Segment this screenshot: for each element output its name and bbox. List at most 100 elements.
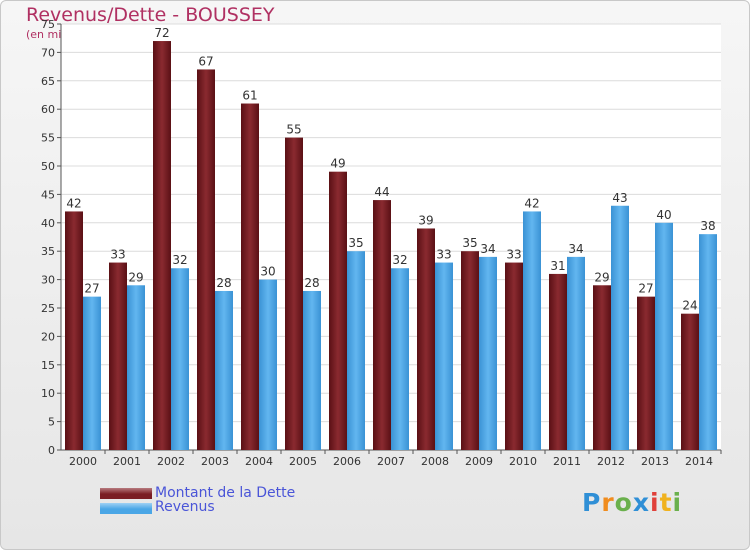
data-label-revenus: 33: [436, 248, 451, 262]
y-tick-label: 10: [41, 387, 55, 400]
bars: [65, 41, 717, 451]
y-tick-label: 15: [41, 359, 55, 372]
data-label-dette: 72: [154, 26, 169, 40]
data-label-revenus: 38: [700, 219, 715, 233]
data-label-dette: 29: [594, 270, 609, 284]
bar-dette: [549, 273, 567, 450]
logo-letter: i: [672, 488, 683, 517]
data-label-dette: 24: [682, 299, 697, 313]
data-label-dette: 61: [242, 89, 257, 103]
y-tick-label: 30: [41, 274, 55, 287]
data-label-revenus: 43: [612, 191, 627, 205]
x-tick-label: 2010: [509, 455, 537, 468]
data-label-dette: 44: [374, 185, 389, 199]
x-tick-label: 2002: [157, 455, 185, 468]
x-tick-label: 2005: [289, 455, 317, 468]
bar-dette: [637, 296, 655, 450]
bar-dette: [197, 69, 215, 450]
bar-revenus: [83, 296, 101, 450]
data-label-revenus: 32: [172, 253, 187, 267]
data-label-revenus: 34: [568, 242, 583, 256]
data-label-revenus: 35: [348, 236, 363, 250]
bar-revenus: [611, 205, 629, 450]
y-tick-label: 45: [41, 188, 55, 201]
bar-revenus: [259, 279, 277, 450]
logo-letter: r: [601, 488, 615, 517]
x-tick-label: 2003: [201, 455, 229, 468]
data-label-revenus: 42: [524, 196, 539, 210]
legend-swatch-revenus: [100, 503, 152, 514]
x-tick-label: 2007: [377, 455, 405, 468]
logo-letter: i: [650, 488, 660, 517]
data-label-revenus: 40: [656, 208, 671, 222]
data-label-dette: 55: [286, 123, 301, 137]
data-label-revenus: 29: [128, 270, 143, 284]
x-tick-label: 2009: [465, 455, 493, 468]
x-tick-label: 2013: [641, 455, 669, 468]
bar-revenus: [303, 290, 321, 450]
bar-dette: [373, 200, 391, 450]
x-tick-label: 2008: [421, 455, 449, 468]
y-tick-label: 40: [41, 217, 55, 230]
x-tick-label: 2001: [113, 455, 141, 468]
data-label-dette: 27: [638, 282, 653, 296]
bar-dette: [285, 137, 303, 450]
legend-swatch-dette: [100, 488, 152, 499]
bar-revenus: [435, 262, 453, 450]
x-tick-label: 2012: [597, 455, 625, 468]
bar-dette: [109, 262, 127, 450]
bar-revenus: [347, 251, 365, 450]
data-label-revenus: 32: [392, 253, 407, 267]
y-tick-label: 50: [41, 160, 55, 173]
bar-dette: [241, 103, 259, 451]
bar-dette: [153, 41, 171, 450]
bar-revenus: [127, 285, 145, 450]
legend-label-dette: Montant de la Dette: [155, 485, 296, 501]
data-label-dette: 33: [110, 248, 125, 262]
logo-letter: o: [614, 488, 633, 517]
logo-letter: P: [582, 488, 602, 517]
x-tick-label: 2000: [69, 455, 97, 468]
y-tick-label: 25: [41, 302, 55, 315]
bar-revenus: [567, 256, 585, 450]
chart-title: Revenus/Dette - BOUSSEY: [26, 4, 275, 26]
y-tick-label: 65: [41, 75, 55, 88]
y-tick-label: 75: [41, 18, 55, 31]
data-label-revenus: 28: [304, 276, 319, 290]
data-label-dette: 42: [66, 196, 81, 210]
bar-revenus: [479, 256, 497, 450]
bar-dette: [417, 228, 435, 450]
bar-dette: [505, 262, 523, 450]
data-label-revenus: 27: [84, 282, 99, 296]
logo-letter: t: [659, 488, 673, 517]
bar-dette: [461, 251, 479, 450]
y-tick-label: 35: [41, 245, 55, 258]
x-tick-label: 2014: [685, 455, 713, 468]
bar-dette: [593, 285, 611, 450]
x-tick-label: 2004: [245, 455, 273, 468]
legend-label-revenus: Revenus: [155, 499, 215, 515]
data-label-dette: 49: [330, 157, 345, 171]
bar-dette: [329, 171, 347, 450]
y-tick-label: 0: [48, 444, 55, 457]
bar-revenus: [171, 268, 189, 450]
bar-dette: [65, 211, 83, 450]
logo-letter: x: [632, 488, 650, 517]
data-label-revenus: 34: [480, 242, 495, 256]
data-label-revenus: 30: [260, 265, 275, 279]
bar-revenus: [655, 222, 673, 450]
y-tick-label: 20: [41, 330, 55, 343]
bar-dette: [681, 313, 699, 450]
data-label-revenus: 28: [216, 276, 231, 290]
data-label-dette: 39: [418, 213, 433, 227]
data-label-dette: 35: [462, 236, 477, 250]
bar-revenus: [215, 290, 233, 450]
x-tick-label: 2006: [333, 455, 361, 468]
bar-revenus: [699, 234, 717, 450]
data-label-dette: 33: [506, 248, 521, 262]
data-label-dette: 67: [198, 54, 213, 68]
y-tick-label: 70: [41, 46, 55, 59]
data-label-dette: 31: [550, 259, 565, 273]
